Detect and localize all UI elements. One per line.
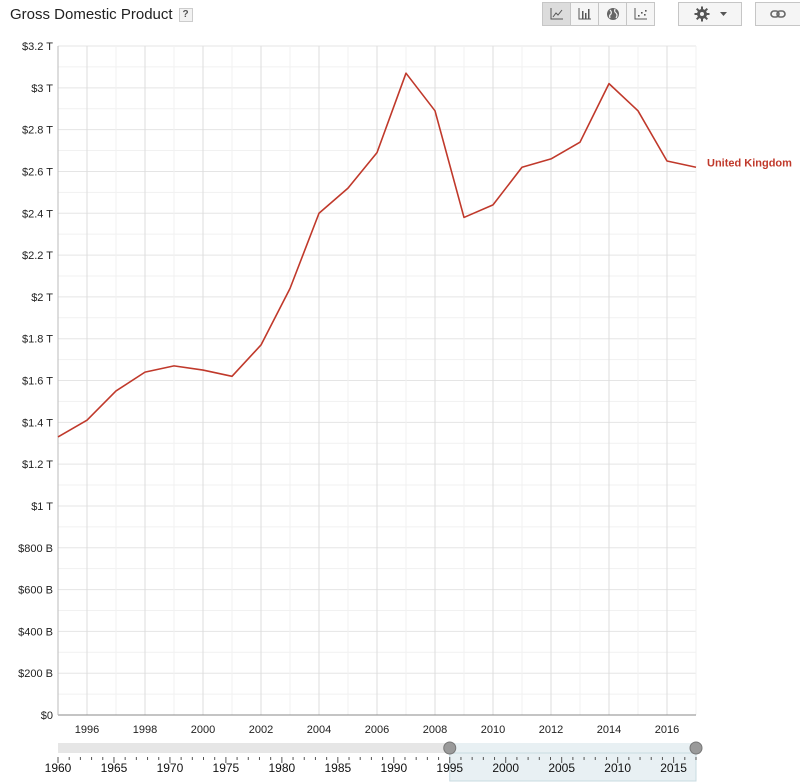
slider-year-label: 1995 (436, 761, 463, 775)
chart-type-toolbar (542, 2, 655, 28)
y-tick-label: $1.4 T (22, 417, 53, 429)
scatter-chart-icon (634, 8, 647, 20)
time-slider[interactable]: 1960 1965 1970 1975 1980 1985 1990 1995 2000 2005… (45, 741, 703, 782)
slider-year-label: 2015 (660, 761, 687, 775)
y-tick-label: $1.8 T (22, 334, 53, 346)
grid-layer (57, 45, 697, 716)
data-point (288, 287, 292, 291)
y-tick-label: $400 B (18, 626, 53, 638)
y-tick-label: $600 B (18, 585, 53, 597)
series-layer: United Kingdom (56, 71, 792, 439)
scatter-chart-button[interactable] (626, 2, 655, 26)
data-point (172, 364, 176, 368)
slider-year-label: 1990 (380, 761, 407, 775)
slider-end-handle[interactable] (689, 741, 703, 755)
y-tick-label: $200 B (18, 668, 53, 680)
data-point (491, 203, 495, 207)
y-tick-label: $2.2 T (22, 250, 53, 262)
slider-year-label: 1960 (45, 761, 72, 775)
x-tick-label: 2004 (307, 724, 331, 736)
x-tick-label: 2000 (191, 724, 215, 736)
data-point (375, 151, 379, 155)
x-tick-label: 2016 (655, 724, 679, 736)
data-point (259, 343, 263, 347)
y-tick-label: $3 T (31, 83, 53, 95)
data-point (636, 109, 640, 113)
x-tick-label: 2010 (481, 724, 505, 736)
data-point (56, 435, 60, 439)
x-tick-label: 2002 (249, 724, 273, 736)
axis-layer: $0 $200 B $400 B $600 B $800 B $1 T $1.2 T $1.4… (18, 41, 696, 736)
bar-chart-icon (578, 8, 591, 20)
data-point (520, 165, 524, 169)
slider-selection (449, 743, 696, 753)
slider-year-label: 1975 (213, 761, 240, 775)
data-point (404, 71, 408, 75)
x-tick-label: 2008 (423, 724, 447, 736)
x-tick-label: 1998 (133, 724, 157, 736)
data-point (578, 140, 582, 144)
link-button[interactable] (755, 2, 800, 26)
caret-down-icon (719, 12, 727, 16)
settings-button[interactable] (678, 2, 742, 26)
slider-year-label: 1965 (101, 761, 128, 775)
series-line (57, 72, 697, 438)
y-tick-label: $1.6 T (22, 376, 53, 388)
data-point (607, 82, 611, 86)
y-tick-label: $3.2 T (22, 41, 53, 53)
data-point (433, 109, 437, 113)
x-tick-label: 1996 (75, 724, 99, 736)
data-point (694, 165, 698, 169)
slider-year-label: 2005 (548, 761, 575, 775)
data-point (317, 211, 321, 215)
data-point (665, 159, 669, 163)
data-point (201, 368, 205, 372)
data-point (143, 370, 147, 374)
bar-chart-button[interactable] (570, 2, 599, 26)
gear-icon (694, 6, 709, 22)
data-point (346, 186, 350, 190)
slider-start-handle[interactable] (443, 741, 457, 755)
chart-title: Gross Domestic Product? (10, 6, 193, 23)
series-label: United Kingdom (707, 157, 792, 169)
data-point (230, 374, 234, 378)
y-tick-label: $0 (41, 710, 53, 722)
globe-map-icon (606, 8, 619, 20)
slider-year-label: 1980 (269, 761, 296, 775)
slider-year-label: 2010 (604, 761, 631, 775)
slider-year-label: 1970 (157, 761, 184, 775)
data-point (114, 389, 118, 393)
slider-track (58, 743, 696, 753)
y-tick-label: $800 B (18, 543, 53, 555)
line-chart-icon (550, 8, 563, 20)
chart-title-text: Gross Domestic Product (10, 6, 173, 23)
y-tick-label: $2.8 T (22, 125, 53, 137)
data-point (462, 215, 466, 219)
slider-year-label: 1985 (324, 761, 351, 775)
x-tick-label: 2012 (539, 724, 563, 736)
y-tick-label: $1 T (31, 501, 53, 513)
x-tick-label: 2014 (597, 724, 621, 736)
y-tick-label: $2.6 T (22, 166, 53, 178)
data-point (85, 418, 89, 422)
map-chart-button[interactable] (598, 2, 627, 26)
y-tick-label: $1.2 T (22, 459, 53, 471)
x-tick-label: 2006 (365, 724, 389, 736)
y-tick-label: $2 T (31, 292, 53, 304)
data-point (549, 157, 553, 161)
link-icon (770, 10, 786, 18)
slider-year-label: 2000 (492, 761, 519, 775)
y-tick-label: $2.4 T (22, 208, 53, 220)
help-button[interactable]: ? (178, 8, 193, 22)
